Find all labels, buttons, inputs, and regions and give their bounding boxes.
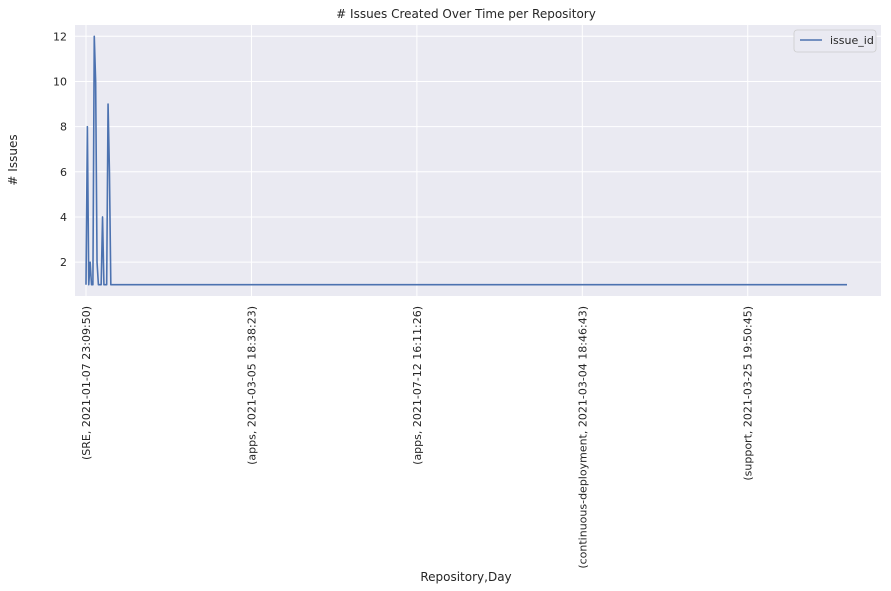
x-axis-label: Repository,Day — [420, 570, 511, 584]
x-tick-label: (apps, 2021-03-05 18:38:23) — [245, 306, 258, 465]
chart-title: # Issues Created Over Time per Repositor… — [336, 7, 596, 21]
x-tick-label: (apps, 2021-07-12 16:11:26) — [411, 306, 424, 465]
x-tick-label: (support, 2021-03-25 19:50:45) — [742, 306, 755, 481]
plot-background — [75, 25, 881, 296]
x-axis-ticks: (SRE, 2021-01-07 23:09:50) (apps, 2021-03… — [80, 306, 755, 569]
y-tick-label: 10 — [53, 75, 67, 88]
y-tick-label: 6 — [60, 166, 67, 179]
series-line-issue_id — [85, 35, 847, 286]
y-tick-label: 4 — [60, 211, 67, 224]
series-group — [85, 35, 847, 286]
y-tick-label: 8 — [60, 121, 67, 134]
legend: issue_id — [793, 29, 877, 53]
y-axis-ticks: 2 4 6 8 10 12 — [53, 30, 67, 269]
x-tick-label: (SRE, 2021-01-07 23:09:50) — [80, 306, 93, 460]
x-tick-label: (continuous-deployment, 2021-03-04 18:46… — [576, 306, 589, 569]
grid-lines — [75, 25, 881, 296]
legend-box — [793, 29, 877, 53]
y-tick-label: 12 — [53, 30, 67, 43]
y-axis-label: # Issues — [6, 134, 20, 185]
legend-label: issue_id — [830, 34, 874, 47]
y-tick-label: 2 — [60, 256, 67, 269]
